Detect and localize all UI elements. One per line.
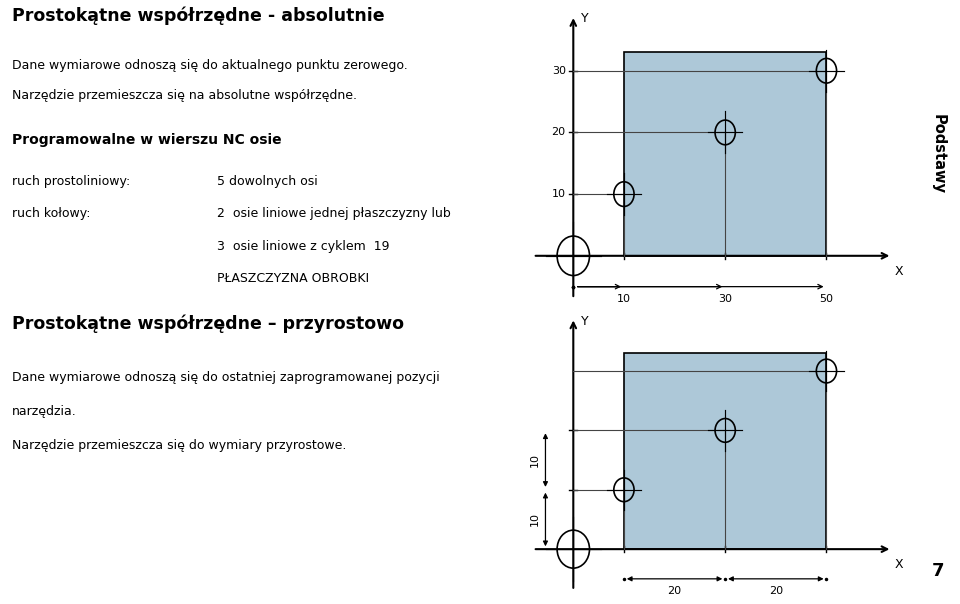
- Text: 30: 30: [552, 66, 565, 76]
- Text: Prostokątne współrzędne – przyrostowo: Prostokątne współrzędne – przyrostowo: [12, 314, 403, 333]
- Text: Podstawy: Podstawy: [931, 114, 946, 194]
- Text: Programowalne w wierszu NC osie: Programowalne w wierszu NC osie: [12, 133, 281, 147]
- Text: 30: 30: [718, 294, 732, 304]
- Text: Dane wymiarowe odnoszą się do ostatniej zaprogramowanej pozycji: Dane wymiarowe odnoszą się do ostatniej …: [12, 371, 440, 384]
- Text: 20: 20: [769, 586, 783, 596]
- Text: 10: 10: [529, 512, 540, 527]
- Text: Y: Y: [581, 315, 588, 327]
- Text: 7: 7: [932, 562, 945, 580]
- Text: X: X: [895, 265, 903, 278]
- Text: PŁASZCZYZNA OBROBKI: PŁASZCZYZNA OBROBKI: [217, 272, 369, 286]
- Text: 50: 50: [820, 294, 833, 304]
- Text: ruch kołowy:: ruch kołowy:: [12, 207, 90, 220]
- Text: 5 dowolnych osi: 5 dowolnych osi: [217, 175, 318, 188]
- Text: 20: 20: [667, 586, 682, 596]
- Text: narzędzia.: narzędzia.: [12, 405, 76, 418]
- Text: Prostokątne współrzędne - absolutnie: Prostokątne współrzędne - absolutnie: [12, 6, 384, 25]
- Text: 20: 20: [552, 127, 565, 138]
- Text: 3  osie liniowe z cyklem  19: 3 osie liniowe z cyklem 19: [217, 240, 390, 253]
- Text: Y: Y: [581, 12, 588, 25]
- Text: Dane wymiarowe odnoszą się do aktualnego punktu zerowego.: Dane wymiarowe odnoszą się do aktualnego…: [12, 59, 407, 72]
- Text: 10: 10: [529, 453, 540, 467]
- Text: ruch prostoliniowy:: ruch prostoliniowy:: [12, 175, 130, 188]
- Text: Narzędzie przemieszcza się na absolutne współrzędne.: Narzędzie przemieszcza się na absolutne …: [12, 89, 356, 102]
- Text: 10: 10: [552, 189, 565, 199]
- Bar: [624, 353, 827, 549]
- Text: X: X: [895, 558, 903, 571]
- Text: 10: 10: [617, 294, 631, 304]
- Text: 2  osie liniowe jednej płaszczyzny lub: 2 osie liniowe jednej płaszczyzny lub: [217, 207, 450, 220]
- Text: Narzędzie przemieszcza się do wymiary przyrostowe.: Narzędzie przemieszcza się do wymiary pr…: [12, 439, 346, 452]
- Bar: [624, 52, 827, 256]
